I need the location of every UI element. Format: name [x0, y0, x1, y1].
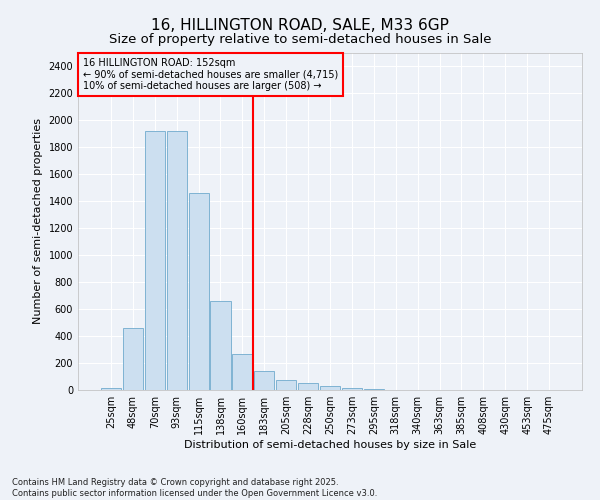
Bar [167, 131, 187, 390]
Bar [254, 371, 274, 390]
Bar [188, 193, 209, 390]
Y-axis label: Number of semi-detached properties: Number of semi-detached properties [33, 118, 43, 324]
Bar [276, 380, 296, 390]
X-axis label: Distribution of semi-detached houses by size in Sale: Distribution of semi-detached houses by … [184, 440, 476, 450]
Bar [211, 301, 230, 390]
Bar [232, 354, 253, 390]
Text: 16, HILLINGTON ROAD, SALE, M33 6GP: 16, HILLINGTON ROAD, SALE, M33 6GP [151, 18, 449, 32]
Bar [145, 131, 165, 390]
Bar [320, 386, 340, 390]
Text: 16 HILLINGTON ROAD: 152sqm
← 90% of semi-detached houses are smaller (4,715)
10%: 16 HILLINGTON ROAD: 152sqm ← 90% of semi… [83, 58, 338, 91]
Bar [298, 383, 318, 390]
Bar [342, 388, 362, 390]
Bar [123, 328, 143, 390]
Bar [101, 388, 121, 390]
Text: Contains HM Land Registry data © Crown copyright and database right 2025.
Contai: Contains HM Land Registry data © Crown c… [12, 478, 377, 498]
Text: Size of property relative to semi-detached houses in Sale: Size of property relative to semi-detach… [109, 32, 491, 46]
